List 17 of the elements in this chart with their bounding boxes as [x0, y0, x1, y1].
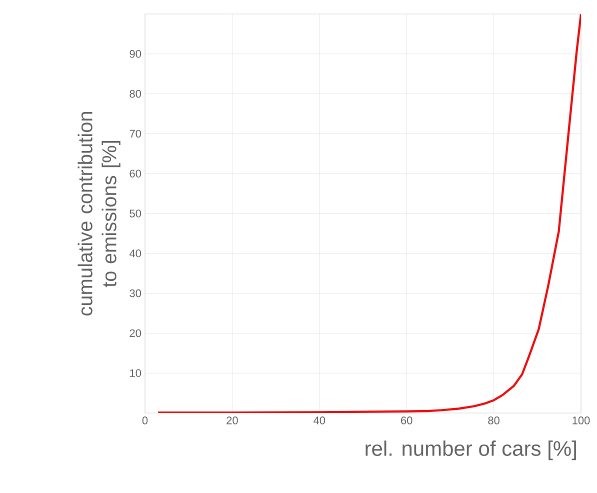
y-tick-label: 40	[129, 250, 142, 258]
y-tick-label: 60	[130, 170, 142, 178]
y-tick-label: 10	[130, 369, 142, 377]
y-tick-label: 90	[130, 50, 142, 58]
x-tick-label: 80	[488, 416, 500, 424]
y-tick-label: 50	[130, 210, 142, 218]
x-tick-label: 40	[314, 416, 326, 424]
x-axis-title: rel. number of cars [%]	[366, 440, 576, 460]
y-tick-label: 70	[130, 130, 142, 138]
x-tick-label: 20	[226, 416, 238, 424]
y-tick-label: 80	[130, 90, 142, 98]
y-tick-label: 30	[130, 289, 142, 298]
x-tick-label: 60	[401, 416, 412, 424]
y-axis-title: cumulative contribution to emissions [%]	[78, 112, 120, 316]
x-tick-label: 0	[142, 416, 148, 424]
x-tick-label: 100	[572, 416, 590, 424]
y-tick-label: 20	[130, 329, 142, 338]
